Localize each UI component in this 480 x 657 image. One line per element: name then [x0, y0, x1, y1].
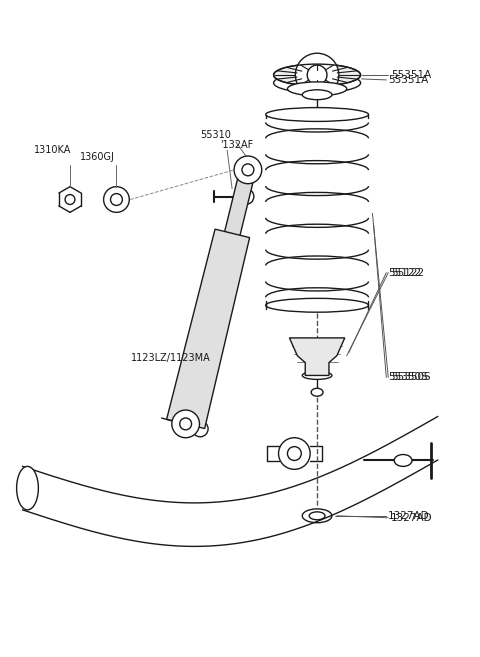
Circle shape: [288, 447, 301, 461]
Polygon shape: [167, 229, 250, 428]
Circle shape: [110, 194, 122, 206]
Circle shape: [104, 187, 129, 212]
Text: 55310: 55310: [201, 130, 231, 140]
Circle shape: [295, 53, 339, 97]
Ellipse shape: [17, 466, 38, 510]
Ellipse shape: [309, 512, 325, 520]
Text: 55351A: 55351A: [388, 75, 429, 85]
Ellipse shape: [288, 82, 347, 96]
Ellipse shape: [302, 371, 332, 379]
Circle shape: [307, 65, 327, 85]
Text: 55350S: 55350S: [391, 373, 431, 382]
Text: 1327AD: 1327AD: [391, 512, 433, 523]
Ellipse shape: [274, 64, 360, 86]
Circle shape: [234, 156, 262, 184]
Circle shape: [65, 194, 75, 204]
Text: 55350S: 55350S: [388, 373, 428, 382]
Text: 1123LZ/1123MA: 1123LZ/1123MA: [131, 353, 211, 363]
Circle shape: [172, 410, 200, 438]
Circle shape: [192, 421, 208, 437]
Text: 1310KA: 1310KA: [35, 145, 72, 155]
Text: 55122: 55122: [391, 267, 424, 278]
Ellipse shape: [311, 388, 323, 396]
Polygon shape: [223, 168, 255, 243]
Circle shape: [242, 164, 254, 176]
Text: 55351A: 55351A: [391, 70, 432, 80]
Ellipse shape: [266, 298, 369, 312]
Ellipse shape: [302, 90, 332, 100]
Text: 1360GJ: 1360GJ: [80, 152, 115, 162]
Text: 1327AD: 1327AD: [388, 510, 430, 521]
Ellipse shape: [274, 73, 360, 93]
Circle shape: [180, 418, 192, 430]
Ellipse shape: [266, 108, 369, 122]
Text: '132AF: '132AF: [220, 140, 253, 150]
Ellipse shape: [302, 509, 332, 523]
Text: 55122: 55122: [388, 267, 421, 278]
Ellipse shape: [394, 455, 412, 466]
Circle shape: [278, 438, 310, 469]
Circle shape: [238, 189, 254, 204]
Polygon shape: [289, 338, 345, 375]
